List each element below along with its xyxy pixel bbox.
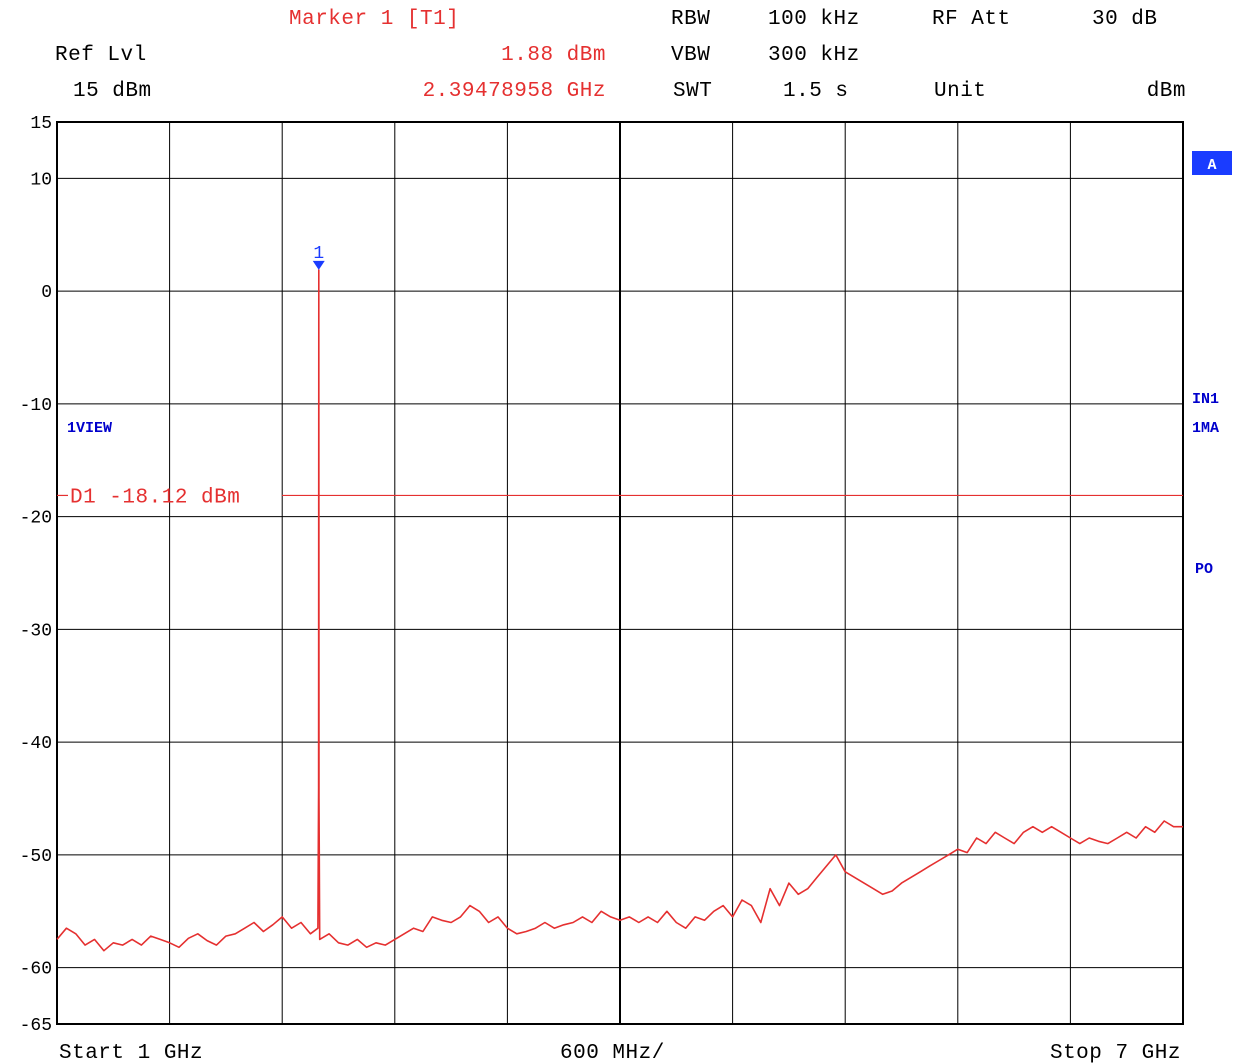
marker-frequency: 2.39478958 GHz — [423, 80, 606, 103]
marker-triangle — [312, 260, 325, 270]
marker-level: 1.88 dBm — [501, 44, 606, 67]
span-per-division: 600 MHz/ — [560, 1042, 665, 1064]
vbw-value: 300 kHz — [768, 44, 860, 67]
marker-group: 1 — [312, 244, 325, 270]
trace-group — [56, 269, 1183, 952]
trace-a-badge — [1192, 151, 1232, 175]
display-line: D1 -18.12 dBm — [57, 486, 1183, 509]
y-tick-label: -30 — [20, 621, 52, 641]
max-hold-label: 1MA — [1192, 420, 1219, 437]
y-tick-label: -65 — [20, 1016, 52, 1036]
sweep-time-label: SWT — [673, 80, 712, 103]
plot-grid — [56, 121, 1184, 1025]
unit-label: Unit — [934, 80, 986, 103]
unit-value: dBm — [1147, 80, 1186, 103]
sweep-time-value: 1.5 s — [783, 80, 849, 103]
vbw-label: VBW — [671, 44, 710, 67]
trace-line — [56, 269, 1183, 952]
rbw-label: RBW — [671, 8, 710, 31]
stop-frequency: Stop 7 GHz — [1050, 1042, 1181, 1064]
input-label: IN1 — [1192, 391, 1219, 408]
ref-level-value: 15 dBm — [73, 80, 152, 103]
marker-number: 1 — [313, 244, 324, 264]
y-axis-ticks: 15 10 0 -10 -20 -30 -40 -50 -60 -65 — [20, 114, 52, 1036]
start-frequency: Start 1 GHz — [59, 1042, 203, 1064]
rf-att-label: RF Att — [932, 8, 1011, 31]
ref-level-label: Ref Lvl — [55, 44, 147, 67]
y-tick-label: 15 — [30, 114, 52, 134]
rbw-value: 100 kHz — [768, 8, 860, 31]
marker-label: Marker 1 [T1] — [289, 8, 459, 31]
preamp-label: PO — [1195, 561, 1213, 578]
trace-a-label: A — [1207, 157, 1216, 174]
y-tick-label: -40 — [20, 734, 52, 754]
y-tick-label: -50 — [20, 847, 52, 867]
rf-att-value: 30 dB — [1092, 8, 1158, 31]
y-tick-label: -20 — [20, 509, 52, 529]
y-tick-label: -10 — [20, 396, 52, 416]
y-tick-label: 10 — [30, 170, 52, 190]
display-line-label: D1 -18.12 dBm — [70, 486, 240, 509]
y-tick-label: 0 — [41, 283, 52, 303]
y-tick-label: -60 — [20, 960, 52, 980]
view-label: 1VIEW — [67, 420, 112, 437]
